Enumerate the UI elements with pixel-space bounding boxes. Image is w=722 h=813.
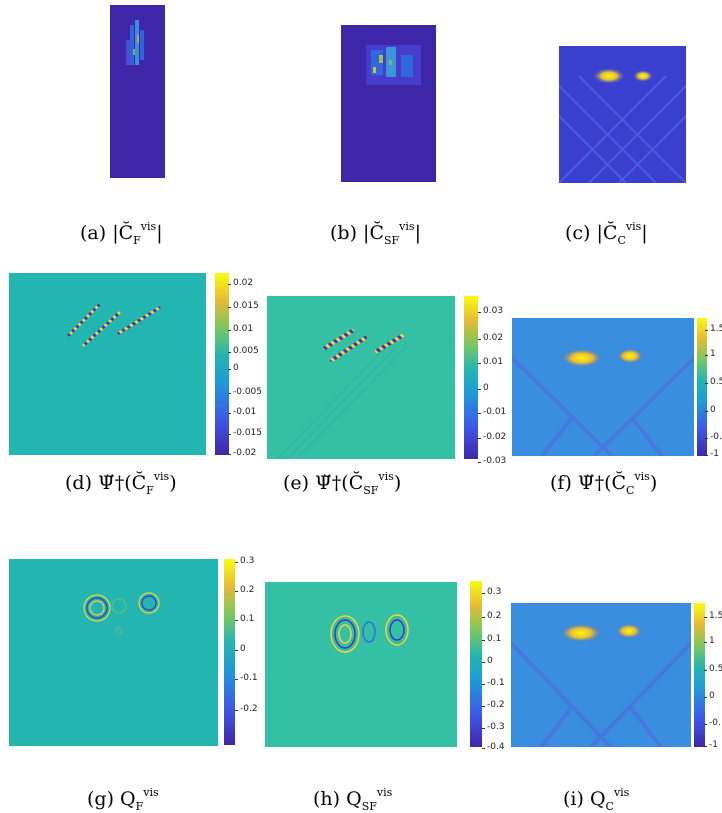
colorbar-tick: 1 — [704, 636, 715, 646]
colorbar-tick: 0.2 — [481, 611, 502, 621]
colorbar-tick: -0.02 — [477, 432, 507, 442]
caption-c: (c) |C̆Cvis| — [565, 220, 648, 247]
colorbar-tick: 0 — [705, 405, 716, 415]
panel-d-colorbar — [215, 273, 229, 455]
colorbar-tick: -0.03 — [477, 456, 507, 466]
colorbar-tick: 0.3 — [481, 587, 502, 597]
colorbar-tick: 1.5 — [703, 611, 722, 621]
colorbar-tick: 1.5 — [704, 324, 722, 334]
colorbar-tick: -0.015 — [227, 428, 263, 438]
colorbar-tick: 0.02 — [227, 278, 254, 288]
caption-g: (g) QFvis — [87, 786, 159, 813]
colorbar-tick: -0.4 — [482, 742, 505, 752]
caption-e: (e) Ψ̆†(C̆SFvis) — [283, 470, 402, 497]
caption-d: (d) Ψ̆†(C̆Fvis) — [65, 470, 177, 497]
panel-d-image — [9, 273, 206, 455]
panel-a-image — [110, 5, 165, 178]
panel-e-colorbar — [464, 296, 478, 459]
colorbar-tick: 0.5 — [703, 664, 722, 674]
panel-g-colorbar — [224, 559, 238, 745]
colorbar-tick: 0.1 — [481, 634, 502, 644]
colorbar-tick: 0.02 — [477, 333, 504, 343]
colorbar-tick: 0.5 — [704, 377, 722, 387]
panel-h-colorbar — [470, 581, 484, 747]
panel-h-image — [265, 582, 457, 747]
caption-a: (a) |C̆Fvis| — [80, 220, 163, 247]
colorbar-tick: -0. — [704, 718, 721, 728]
caption-f: (f) Ψ̆†(C̆Cvis) — [550, 470, 658, 497]
panel-f-image — [512, 318, 694, 456]
colorbar-tick: 0.005 — [228, 346, 259, 356]
colorbar-tick: 0.03 — [477, 306, 504, 316]
colorbar-tick: -0.02 — [227, 448, 257, 458]
colorbar-tick: 0 — [704, 691, 715, 701]
colorbar-tick: 0.01 — [477, 357, 504, 367]
colorbar-tick: 0 — [235, 644, 246, 654]
colorbar-tick: -0.2 — [235, 704, 258, 714]
colorbar-tick: 0.1 — [234, 614, 255, 624]
colorbar-tick: -1 — [704, 740, 718, 750]
colorbar-tick: -0.3 — [482, 722, 505, 732]
colorbar-tick: 0 — [478, 383, 489, 393]
panel-e-image — [267, 296, 455, 459]
colorbar-tick: -0.1 — [235, 673, 258, 683]
colorbar-tick: 0.01 — [227, 324, 254, 334]
colorbar-tick: -0.2 — [482, 700, 505, 710]
panel-g-image — [9, 559, 218, 746]
colorbar-tick: 0 — [228, 363, 239, 373]
panel-i-colorbar — [694, 603, 708, 747]
colorbar-tick: 0.2 — [234, 585, 255, 595]
colorbar-tick: -0.01 — [477, 407, 507, 417]
colorbar-tick: 0.015 — [228, 301, 259, 311]
caption-i: (i) QCvis — [563, 786, 630, 813]
colorbar-tick: -0.005 — [227, 387, 263, 397]
panel-f-colorbar — [697, 318, 711, 456]
colorbar-tick: 0.3 — [234, 556, 255, 566]
colorbar-tick: -0.1 — [482, 678, 505, 688]
colorbar-tick: -0.01 — [227, 407, 257, 417]
colorbar-tick: 1 — [705, 349, 716, 359]
caption-b: (b) |C̆SFvis| — [330, 220, 421, 247]
panel-i-image — [511, 603, 691, 747]
colorbar-tick: 0 — [482, 656, 493, 666]
panel-c-image — [559, 46, 686, 183]
colorbar-tick: -0. — [705, 432, 722, 442]
panel-b-image — [341, 25, 436, 182]
colorbar-tick: -1 — [705, 449, 719, 459]
caption-h: (h) QSFvis — [313, 786, 393, 813]
